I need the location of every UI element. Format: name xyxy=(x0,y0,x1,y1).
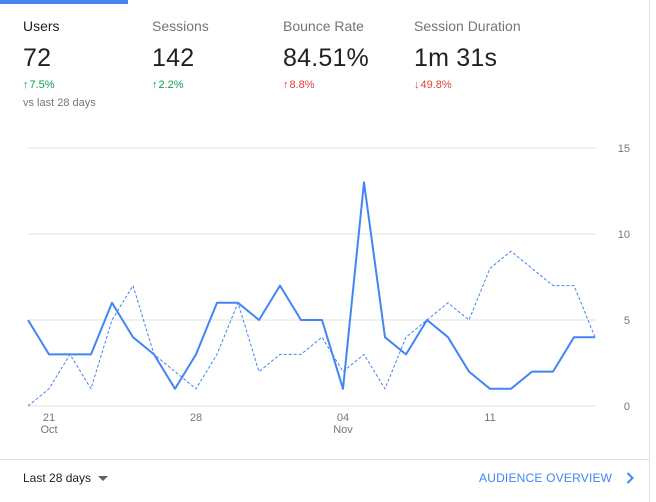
metric-change-value: 49.8% xyxy=(420,79,452,91)
audience-overview-label: AUDIENCE OVERVIEW xyxy=(479,471,613,485)
chevron-down-icon xyxy=(98,476,109,481)
metric-tab-users[interactable]: Users 72 ↑7.5% vs last 28 days xyxy=(23,0,153,120)
metric-change: ↑2.2% xyxy=(152,79,184,91)
metric-label: Users xyxy=(23,18,60,34)
series-line-previous-period xyxy=(27,250,596,407)
chart-grid xyxy=(28,147,596,407)
arrow-up-icon: ↑ xyxy=(152,79,158,91)
metric-label: Bounce Rate xyxy=(283,18,364,34)
y-tick-label: 0 xyxy=(624,401,630,413)
metric-change-value: 2.2% xyxy=(158,79,184,91)
footer-divider xyxy=(0,459,649,460)
arrow-up-icon: ↑ xyxy=(283,79,289,91)
metric-tab-sessions[interactable]: Sessions 142 ↑2.2% xyxy=(152,0,282,120)
x-tick-label: 04 xyxy=(337,412,349,424)
comparison-period: vs last 28 days xyxy=(23,97,96,109)
x-tick-month-label: Nov xyxy=(333,424,353,436)
x-tick-month-label: Oct xyxy=(40,424,57,436)
metric-label: Session Duration xyxy=(414,18,521,34)
metric-change: ↑8.8% xyxy=(283,79,315,91)
metric-value: 72 xyxy=(23,44,52,72)
y-tick-label: 10 xyxy=(618,229,630,241)
metric-label: Sessions xyxy=(152,18,209,34)
chevron-right-icon xyxy=(626,472,635,484)
metric-value: 84.51% xyxy=(283,44,369,72)
chart-series xyxy=(27,181,596,407)
metric-value: 1m 31s xyxy=(414,44,498,72)
y-tick-label: 5 xyxy=(624,315,630,327)
active-tab-indicator xyxy=(0,0,128,4)
metric-change-value: 8.8% xyxy=(289,79,315,91)
arrow-up-icon: ↑ xyxy=(23,79,29,91)
x-tick-label: 28 xyxy=(190,412,202,424)
date-range-label: Last 28 days xyxy=(23,471,92,485)
arrow-down-icon: ↓ xyxy=(414,79,420,91)
y-axis: 0 5 10 15 xyxy=(618,143,630,413)
card-border xyxy=(649,0,650,502)
metric-value: 142 xyxy=(152,44,195,72)
audience-overview-link[interactable]: AUDIENCE OVERVIEW xyxy=(479,471,635,485)
x-tick-label: 11 xyxy=(484,412,495,424)
y-tick-label: 15 xyxy=(618,143,630,155)
metric-change: ↑7.5% xyxy=(23,79,55,91)
x-tick-label: 21 xyxy=(43,412,55,424)
metric-change-value: 7.5% xyxy=(29,79,55,91)
metric-tab-session-duration[interactable]: Session Duration 1m 31s ↓49.8% xyxy=(414,0,544,120)
metric-change: ↓49.8% xyxy=(414,79,452,91)
series-line-current-period xyxy=(27,181,595,390)
metric-tab-bounce-rate[interactable]: Bounce Rate 84.51% ↑8.8% xyxy=(283,0,413,120)
date-range-dropdown[interactable]: Last 28 days xyxy=(23,471,109,485)
